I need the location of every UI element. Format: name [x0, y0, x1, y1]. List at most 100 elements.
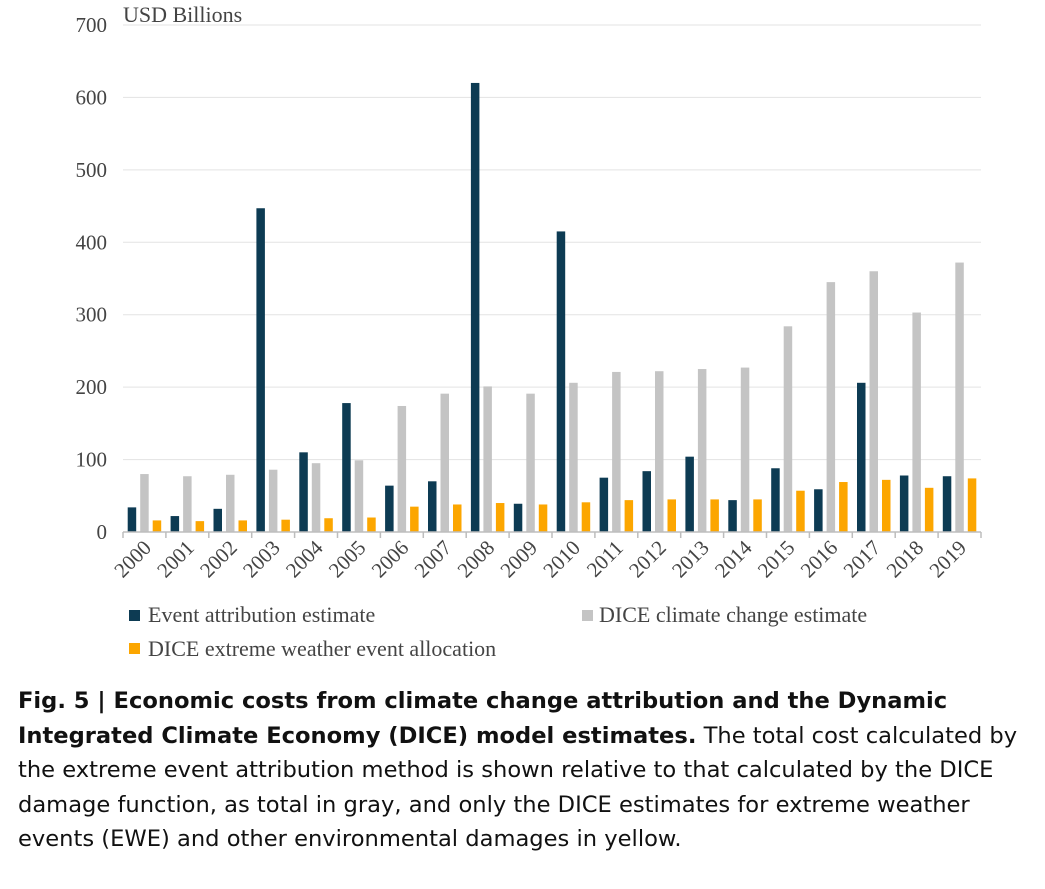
bars — [127, 82, 977, 532]
legend: Event attribution estimate DICE climate … — [129, 602, 867, 661]
bar-dice-extreme-weather-2018 — [924, 487, 934, 532]
bar-event-attribution-2010 — [556, 231, 566, 532]
x-tick-label-2001: 2001 — [152, 536, 199, 583]
bar-dice-climate-change-2003 — [268, 469, 278, 532]
bar-event-attribution-2012 — [642, 471, 651, 532]
legend-item-event-attribution: Event attribution estimate — [129, 602, 375, 627]
legend-swatch-event-attribution — [129, 610, 140, 621]
bar-dice-extreme-weather-2017 — [882, 479, 891, 532]
bar-event-attribution-2015 — [771, 468, 780, 532]
x-tick-label-2017: 2017 — [839, 536, 886, 583]
y-tick-label-400: 400 — [76, 230, 108, 254]
y-tick-label-100: 100 — [76, 448, 108, 472]
y-tick-label-700: 700 — [76, 13, 108, 37]
legend-label-dice-extreme-weather: DICE extreme weather event allocation — [148, 636, 496, 661]
bar-dice-extreme-weather-2015 — [796, 490, 805, 532]
y-tick-label-200: 200 — [76, 375, 108, 399]
bar-event-attribution-2013 — [685, 456, 694, 532]
bar-dice-climate-change-2014 — [740, 367, 750, 532]
bar-event-attribution-2000 — [127, 507, 137, 532]
x-tick-label-2002: 2002 — [195, 536, 242, 583]
bar-dice-extreme-weather-2005 — [367, 517, 376, 532]
bar-dice-climate-change-2019 — [955, 262, 964, 532]
bar-event-attribution-2006 — [385, 485, 394, 532]
bar-dice-climate-change-2016 — [826, 282, 836, 532]
y-tick-label-300: 300 — [76, 303, 108, 327]
bar-event-attribution-2005 — [342, 403, 351, 532]
bar-dice-extreme-weather-2003 — [281, 519, 290, 532]
x-tick-label-2019: 2019 — [924, 536, 971, 583]
x-tick-label-2013: 2013 — [667, 536, 714, 583]
x-tick-label-2003: 2003 — [238, 536, 285, 583]
bar-dice-climate-change-2017 — [869, 271, 878, 532]
legend-swatch-dice-extreme-weather — [129, 643, 140, 654]
bar-dice-climate-change-2008 — [483, 386, 492, 532]
bar-dice-extreme-weather-2014 — [753, 499, 762, 532]
bar-dice-extreme-weather-2006 — [410, 506, 419, 532]
bar-event-attribution-2003 — [256, 208, 265, 532]
bar-dice-climate-change-2001 — [183, 476, 192, 532]
caption-figure-label: Fig. 5 | — [18, 688, 114, 714]
legend-label-dice-climate-change: DICE climate change estimate — [599, 602, 867, 627]
caption-body: The total cost calculated by the extreme… — [18, 722, 1018, 853]
legend-label-event-attribution: Event attribution estimate — [148, 602, 375, 627]
x-tick-label-2016: 2016 — [796, 536, 843, 583]
bar-event-attribution-2011 — [599, 477, 609, 532]
x-tick-label-2008: 2008 — [453, 536, 500, 583]
bar-dice-extreme-weather-2019 — [967, 478, 977, 532]
x-tick-label-2014: 2014 — [710, 535, 757, 582]
bar-dice-extreme-weather-2002 — [238, 520, 247, 532]
bar-event-attribution-2007 — [428, 481, 437, 532]
x-tick-label-2010: 2010 — [538, 536, 585, 583]
bar-dice-climate-change-2013 — [697, 369, 707, 532]
bar-event-attribution-2018 — [899, 475, 909, 532]
bar-dice-climate-change-2007 — [440, 393, 449, 532]
y-tick-label-500: 500 — [76, 158, 108, 182]
bar-event-attribution-2014 — [728, 500, 737, 532]
bar-event-attribution-2019 — [942, 476, 952, 532]
bar-dice-climate-change-2009 — [526, 393, 535, 532]
bar-event-attribution-2002 — [213, 508, 222, 532]
x-tick-label-2006: 2006 — [367, 536, 414, 583]
bar-dice-extreme-weather-2009 — [538, 504, 548, 532]
x-tick-label-2007: 2007 — [410, 536, 457, 583]
y-axis: 0 100 200 300 400 500 600 700 — [76, 13, 108, 544]
legend-item-dice-extreme-weather: DICE extreme weather event allocation — [129, 636, 496, 661]
bar-dice-extreme-weather-2013 — [710, 499, 719, 532]
x-tick-label-2000: 2000 — [109, 536, 156, 583]
bar-dice-climate-change-2010 — [569, 382, 578, 532]
bar-dice-extreme-weather-2007 — [453, 504, 462, 532]
x-tick-label-2012: 2012 — [624, 536, 671, 583]
bar-dice-climate-change-2005 — [354, 460, 364, 532]
bar-dice-climate-change-2000 — [140, 474, 149, 532]
bar-dice-climate-change-2004 — [311, 463, 321, 532]
bar-dice-climate-change-2011 — [612, 371, 621, 532]
figure-caption: Fig. 5 | Economic costs from climate cha… — [18, 684, 1038, 857]
bar-event-attribution-2008 — [470, 82, 480, 532]
bar-dice-climate-change-2006 — [397, 405, 407, 532]
x-tick-label-2011: 2011 — [582, 536, 628, 582]
bar-event-attribution-2009 — [513, 503, 523, 532]
bar-dice-extreme-weather-2008 — [495, 503, 505, 532]
bar-event-attribution-2017 — [857, 382, 866, 532]
caption-title: Economic costs from climate change attri… — [18, 688, 948, 749]
legend-swatch-dice-climate-change — [582, 610, 593, 621]
bar-dice-extreme-weather-2011 — [624, 500, 634, 532]
bar-dice-climate-change-2015 — [783, 326, 793, 532]
y-tick-label-600: 600 — [76, 85, 108, 109]
bar-dice-extreme-weather-2010 — [581, 502, 591, 532]
bar-dice-climate-change-2012 — [655, 371, 664, 532]
bar-chart: 0 100 200 300 400 500 600 700 USD Billions 2000… — [76, 2, 982, 661]
bar-dice-extreme-weather-2004 — [324, 518, 333, 532]
x-tick-label-2018: 2018 — [882, 536, 929, 583]
y-axis-unit-label: USD Billions — [123, 2, 242, 27]
bar-dice-extreme-weather-2012 — [667, 499, 676, 532]
x-tick-label-2005: 2005 — [324, 536, 371, 583]
gridlines — [123, 24, 981, 461]
bar-dice-climate-change-2018 — [912, 312, 921, 532]
bar-dice-extreme-weather-2000 — [152, 520, 162, 532]
x-axis: 2000200120022003200420052006200720082009… — [109, 532, 982, 583]
bar-event-attribution-2016 — [814, 489, 823, 532]
y-tick-label-0: 0 — [97, 520, 108, 544]
bar-event-attribution-2001 — [170, 516, 180, 532]
